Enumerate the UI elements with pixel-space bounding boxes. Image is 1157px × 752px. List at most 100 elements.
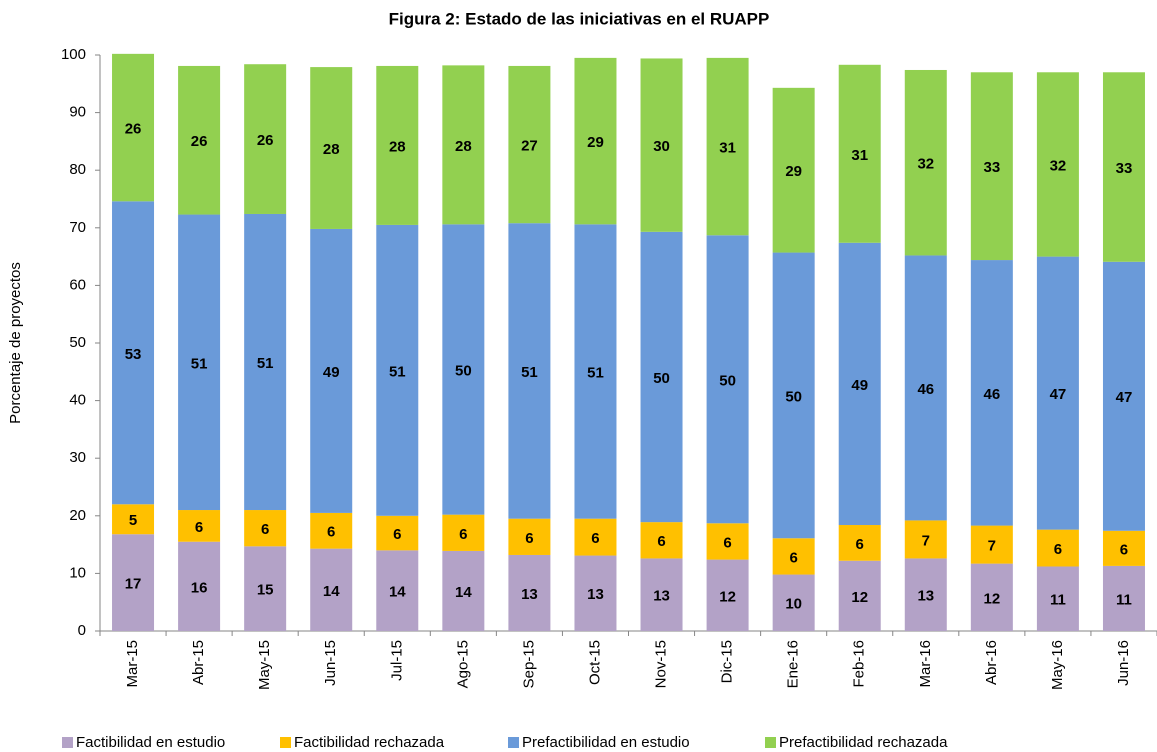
bar-segment [904,558,947,631]
bar-segment [838,525,881,561]
value-label: 29 [785,163,802,180]
value-label: 49 [851,377,868,394]
bar-segment [244,64,287,214]
value-label: 46 [984,386,1001,403]
bar-segment [508,65,551,224]
bar-segment [244,213,287,511]
value-label: 6 [459,526,467,543]
bar-segment [310,548,353,631]
bar-segment [574,57,617,225]
bar-segment [706,235,749,524]
bar-segment [508,554,551,631]
y-tick-label: 10 [69,564,86,581]
value-label: 32 [1050,157,1067,174]
value-label: 29 [587,134,604,151]
legend-swatch [508,737,519,748]
value-label: 26 [191,133,208,150]
bar-segment [574,518,617,556]
y-tick-label: 20 [69,507,86,524]
bar-segment [970,563,1013,631]
bar-segment [706,57,749,236]
value-label: 51 [191,355,208,372]
bar-segment [442,514,485,551]
value-label: 6 [525,530,533,547]
value-label: 32 [917,156,934,173]
y-tick-label: 50 [69,334,86,351]
bar-segment [244,510,287,547]
value-label: 50 [719,372,736,389]
bar-segment [442,224,485,515]
bar-segment [178,65,221,215]
value-label: 46 [917,381,934,398]
x-tick-label: Ago-15 [454,640,471,688]
bar-segment [772,538,815,575]
value-label: 6 [723,534,731,551]
value-label: 7 [988,538,996,555]
value-label: 28 [389,138,406,155]
y-tick-label: 60 [69,276,86,293]
value-label: 31 [851,147,868,164]
bar-segment [442,65,485,225]
chart-title: Figura 2: Estado de las iniciativas en e… [389,9,770,28]
value-label: 6 [856,536,864,553]
value-label: 13 [653,588,670,605]
value-label: 50 [653,370,670,387]
value-label: 14 [389,584,406,601]
bar-segment [772,252,815,539]
legend-swatch [280,737,291,748]
x-tick-label: Jul-15 [388,640,405,681]
value-label: 51 [521,364,538,381]
value-label: 16 [191,579,208,596]
value-label: 28 [323,141,340,158]
value-label: 6 [1120,541,1128,558]
bar-segment [772,574,815,631]
value-label: 50 [455,362,472,379]
bar-segment [442,550,485,631]
x-tick-label: Abr-16 [983,640,1000,685]
value-label: 49 [323,364,340,381]
bar-segment [1036,72,1079,257]
bar-segment [376,224,419,516]
bar-segment [1102,530,1145,566]
bar-segment [376,550,419,631]
x-tick-label: Nov-15 [653,640,670,688]
bar-segment [508,223,551,519]
value-label: 50 [785,388,802,405]
bar-segment [244,546,287,631]
y-axis-title: Porcentaje de proyectos [7,262,24,424]
bar-segment [178,541,221,631]
bar-segment [970,260,1013,526]
bar-segment [640,558,683,631]
value-label: 33 [984,159,1001,176]
value-label: 33 [1116,160,1133,177]
bar-segment [112,534,155,631]
value-label: 13 [587,586,604,603]
x-tick-label: Sep-15 [520,640,537,688]
value-label: 6 [195,519,203,536]
bar-segment [310,228,353,513]
bar-segment [112,201,155,505]
x-tick-label: Dic-15 [719,640,736,683]
value-label: 6 [591,530,599,547]
value-label: 11 [1050,592,1066,609]
x-tick-label: Mar-16 [917,640,934,688]
bar-segment [112,53,155,202]
legend-label: Factibilidad rechazada [294,734,445,751]
bar-segment [1036,256,1079,530]
value-label: 12 [851,589,868,606]
value-label: 7 [922,532,930,549]
value-label: 27 [521,138,538,155]
legend-label: Factibilidad en estudio [76,734,225,751]
bar-segment [640,231,683,523]
bar-segment [838,242,881,526]
bar-segment [574,224,617,519]
value-label: 17 [125,576,142,593]
x-tick-label: May-16 [1049,640,1066,690]
bar-segment [376,515,419,551]
value-label: 53 [125,346,142,363]
value-label: 30 [653,138,670,155]
value-label: 28 [455,138,472,155]
legend-label: Prefactibilidad en estudio [522,734,690,751]
value-label: 6 [657,533,665,550]
